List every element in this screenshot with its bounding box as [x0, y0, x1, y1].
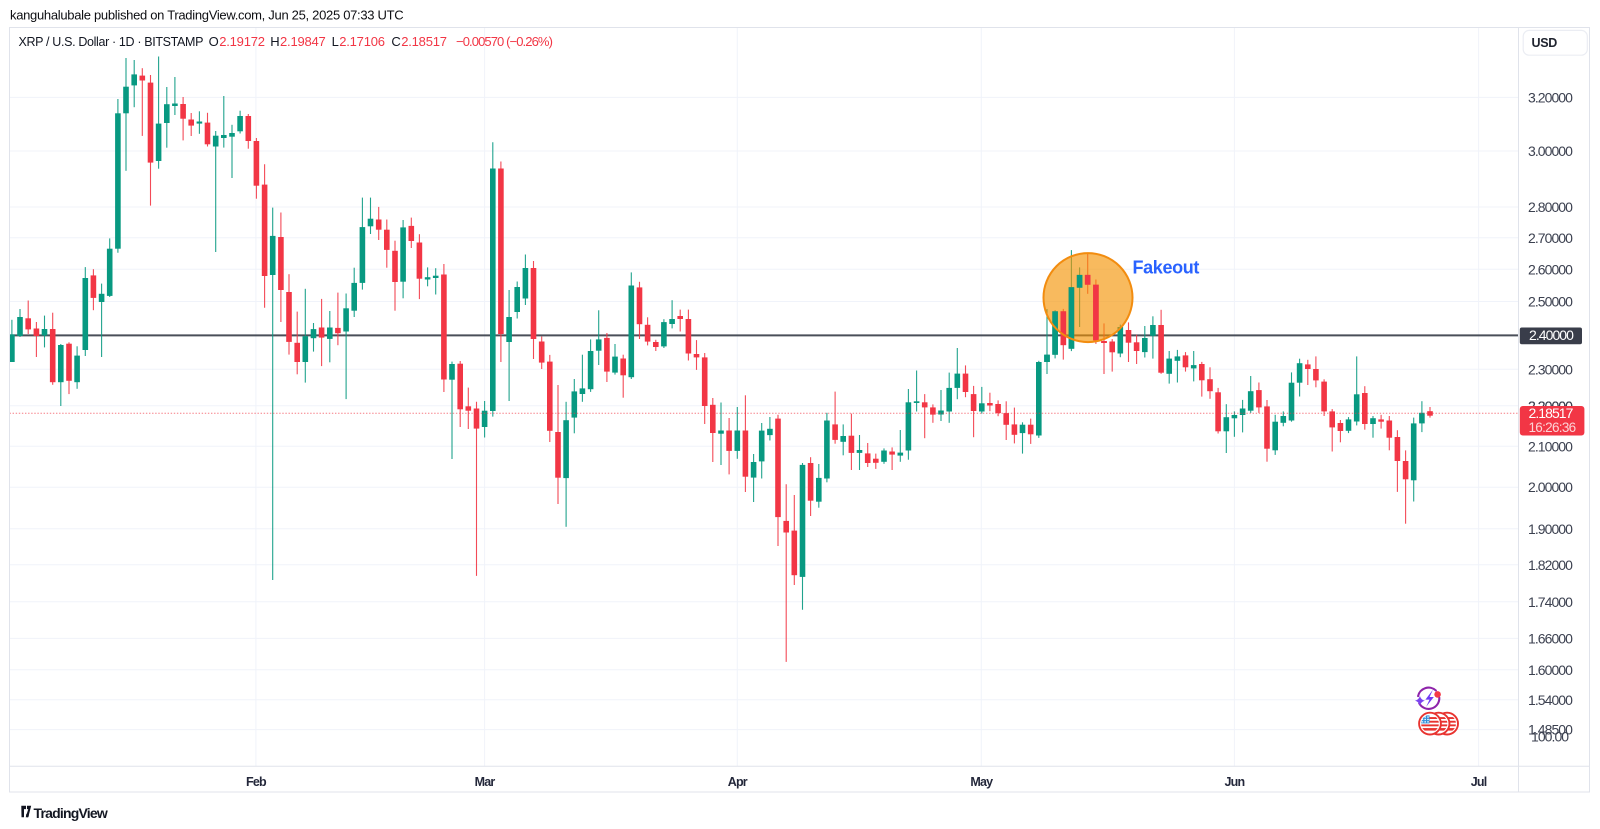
svg-text:2.00000: 2.00000	[1528, 479, 1573, 495]
svg-text:100.00: 100.00	[1531, 728, 1569, 744]
svg-text:2.50000: 2.50000	[1528, 294, 1573, 310]
svg-text:2.60000: 2.60000	[1528, 261, 1573, 277]
svg-text:−0.00570 (−0.26%): −0.00570 (−0.26%)	[456, 34, 553, 49]
svg-text:kanguhalubale published on Tra: kanguhalubale published on TradingView.c…	[10, 8, 403, 23]
svg-text:2.18517: 2.18517	[1529, 405, 1574, 421]
svg-text:H: H	[270, 34, 279, 49]
svg-text:2.30000: 2.30000	[1528, 361, 1573, 377]
svg-text:C: C	[391, 34, 400, 49]
svg-text:L: L	[332, 34, 339, 49]
svg-text:Jul: Jul	[1471, 775, 1487, 789]
svg-text:2.10000: 2.10000	[1528, 438, 1573, 454]
svg-text:2.18517: 2.18517	[401, 34, 447, 49]
svg-text:Jun: Jun	[1224, 775, 1244, 789]
svg-text:2.19172: 2.19172	[219, 34, 265, 49]
svg-text:Mar: Mar	[475, 775, 496, 789]
svg-text:2.80000: 2.80000	[1528, 199, 1573, 215]
svg-text:1.60000: 1.60000	[1528, 662, 1573, 678]
svg-text:Fakeout: Fakeout	[1133, 258, 1200, 278]
svg-text:1.48500: 1.48500	[1528, 722, 1573, 738]
svg-text:1.74000: 1.74000	[1528, 594, 1573, 610]
svg-text:XRP / U.S. Dollar · 1D · BITST: XRP / U.S. Dollar · 1D · BITSTAMP	[19, 35, 204, 49]
svg-text:2.40000: 2.40000	[1529, 327, 1574, 343]
svg-text:O: O	[209, 34, 219, 49]
svg-text:Feb: Feb	[246, 775, 267, 789]
svg-text:1.82000: 1.82000	[1528, 557, 1573, 573]
svg-text:2.70000: 2.70000	[1528, 230, 1573, 246]
svg-text:2.17106: 2.17106	[339, 34, 385, 49]
svg-text:16:26:36: 16:26:36	[1529, 420, 1576, 435]
svg-text:TradingView: TradingView	[34, 805, 108, 821]
svg-text:3.00000: 3.00000	[1528, 143, 1573, 159]
svg-text:3.20000: 3.20000	[1528, 90, 1573, 106]
svg-text:1.90000: 1.90000	[1528, 521, 1573, 537]
svg-text:Apr: Apr	[728, 775, 748, 789]
svg-text:2.19847: 2.19847	[280, 34, 326, 49]
svg-text:May: May	[970, 775, 993, 789]
svg-text:USD: USD	[1532, 36, 1558, 50]
svg-text:1.66000: 1.66000	[1528, 630, 1573, 646]
svg-text:1.54000: 1.54000	[1528, 692, 1573, 708]
